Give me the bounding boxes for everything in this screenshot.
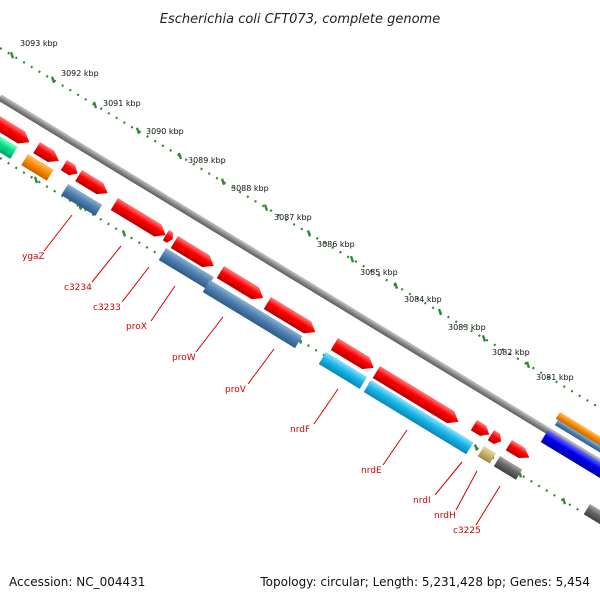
gene-label-nrdI: nrdI: [413, 496, 431, 506]
gene-feature: [216, 266, 264, 300]
gene-label-proV: proV: [225, 385, 247, 395]
gene-leader-line: [247, 348, 275, 385]
gene-label-c3234: c3234: [64, 283, 92, 293]
kbp-label: 3088 kbp: [231, 184, 269, 193]
gene-feature: [0, 104, 30, 144]
kbp-label: 3084 kbp: [404, 295, 442, 304]
kbp-label: 3089 kbp: [188, 156, 226, 165]
gene-feature: [0, 124, 18, 159]
gene-feature: [477, 446, 496, 464]
gene-feature: [158, 248, 214, 290]
gene-label-proX: proX: [126, 322, 147, 332]
gene-leader-line: [150, 285, 176, 322]
kbp-major-tick: [92, 101, 98, 109]
gene-label-nrdF: nrdF: [290, 425, 310, 435]
gene-feature: [61, 184, 103, 216]
kbp-major-tick: [177, 152, 183, 160]
gene-feature: [318, 352, 368, 389]
kbp-major-tick: [473, 444, 479, 451]
kbp-major-tick: [306, 230, 312, 237]
gene-leader-line: [313, 388, 339, 425]
gene-label-nrdH: nrdH: [434, 511, 456, 521]
major-ticks: [9, 51, 567, 505]
kbp-major-tick: [481, 335, 487, 342]
gene-feature: [470, 420, 490, 436]
accession-text: Accession: NC_004431: [9, 575, 146, 589]
gene-leader-line: [91, 245, 122, 283]
gene-feature: [60, 160, 78, 176]
gene-feature: [363, 380, 474, 455]
gene-feature: [493, 456, 523, 480]
gene-feature: [487, 430, 502, 444]
gene-feature: [33, 142, 59, 162]
gene-feature: [555, 412, 600, 451]
kbp-label: 3087 kbp: [274, 213, 312, 222]
kbp-label: 3091 kbp: [103, 99, 141, 108]
gene-feature: [110, 198, 166, 237]
kbp-labels: 3093 kbp 3092 kbp 3091 kbp 3090 kbp 3089 kbp…: [20, 39, 574, 382]
gene-leader-line: [43, 214, 73, 252]
kbp-label: 3086 kbp: [317, 240, 355, 249]
kbp-major-tick: [393, 282, 399, 289]
gene-feature: [162, 230, 174, 243]
kbp-major-tick: [121, 230, 127, 237]
kbp-major-tick: [349, 255, 355, 263]
kbp-label: 3090 kbp: [146, 127, 184, 136]
gene-label-proW: proW: [172, 353, 196, 363]
map-title: Escherichia coli CFT073, complete genome: [160, 12, 440, 27]
kbp-major-tick: [437, 308, 443, 316]
gene-feature: [75, 170, 108, 195]
kbp-label: 3082 kbp: [492, 348, 530, 357]
gene-feature: [554, 420, 600, 457]
gene-features: [0, 104, 600, 530]
gene-leader-line: [382, 429, 408, 466]
gene-label-c3225: c3225: [453, 526, 481, 536]
kbp-label: 3083 kbp: [448, 323, 486, 332]
gene-leader-line: [195, 316, 224, 353]
kbp-major-tick: [263, 204, 269, 211]
gene-label-c3233: c3233: [93, 303, 121, 313]
backbone: [0, 94, 600, 496]
kbp-label: 3092 kbp: [61, 69, 99, 78]
gene-leader-line: [434, 461, 463, 496]
gene-leader-line: [475, 485, 501, 526]
genome-summary-text: Topology: circular; Length: 5,231,428 bp…: [260, 575, 590, 589]
gene-leader-line: [121, 266, 150, 303]
gene-feature: [505, 440, 530, 459]
kbp-major-tick: [135, 127, 141, 135]
kbp-label: 3085 kbp: [360, 268, 398, 277]
gene-feature: [263, 297, 316, 334]
gene-label-ygaZ: ygaZ: [22, 252, 45, 262]
kbp-label: 3093 kbp: [20, 39, 58, 48]
gene-label-nrdE: nrdE: [361, 466, 382, 476]
gene-feature: [330, 338, 374, 370]
gene-feature: [21, 154, 54, 181]
gene-feature: [202, 280, 303, 349]
gene-feature: [540, 430, 600, 479]
kbp-label: 3081 kbp: [536, 373, 574, 382]
kbp-major-tick: [9, 51, 15, 59]
kbp-major-tick: [50, 76, 56, 84]
kbp-major-tick: [33, 176, 39, 184]
gene-feature: [372, 366, 459, 424]
kbp-major-tick: [561, 497, 567, 505]
gene-feature: [583, 504, 600, 530]
gene-leader-line: [455, 470, 478, 511]
kbp-major-tick: [525, 361, 531, 369]
gene-feature: [170, 236, 214, 268]
kbp-major-tick: [220, 178, 226, 186]
